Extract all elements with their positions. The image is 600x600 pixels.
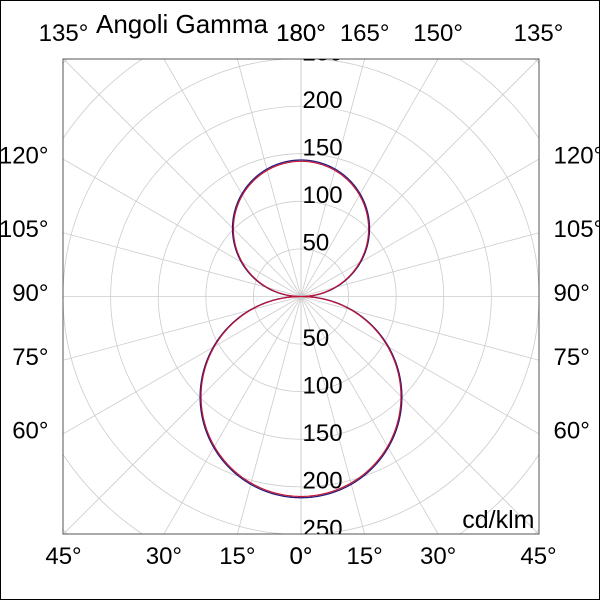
svg-text:105°: 105° bbox=[1, 216, 49, 243]
svg-text:60°: 60° bbox=[12, 417, 48, 444]
svg-text:60°: 60° bbox=[554, 417, 590, 444]
svg-text:90°: 90° bbox=[12, 280, 48, 307]
svg-text:250: 250 bbox=[303, 515, 343, 542]
svg-text:100: 100 bbox=[303, 373, 343, 400]
svg-text:90°: 90° bbox=[554, 280, 590, 307]
svg-text:15°: 15° bbox=[219, 543, 255, 570]
svg-text:75°: 75° bbox=[12, 344, 48, 371]
svg-text:45°: 45° bbox=[520, 543, 556, 570]
svg-text:180°: 180° bbox=[276, 20, 326, 47]
svg-text:120°: 120° bbox=[1, 143, 49, 170]
svg-text:165°: 165° bbox=[340, 20, 390, 47]
svg-text:75°: 75° bbox=[554, 344, 590, 371]
svg-text:150°: 150° bbox=[413, 20, 463, 47]
svg-text:50: 50 bbox=[303, 325, 330, 352]
svg-text:200: 200 bbox=[303, 468, 343, 495]
svg-text:150: 150 bbox=[303, 135, 343, 162]
svg-text:30°: 30° bbox=[420, 543, 456, 570]
svg-text:120°: 120° bbox=[554, 143, 600, 170]
svg-text:15°: 15° bbox=[346, 543, 382, 570]
svg-text:100: 100 bbox=[303, 182, 343, 209]
svg-text:135°: 135° bbox=[39, 20, 89, 47]
svg-text:200: 200 bbox=[303, 87, 343, 114]
svg-text:150: 150 bbox=[303, 420, 343, 447]
svg-text:105°: 105° bbox=[554, 216, 600, 243]
svg-text:Angoli Gamma: Angoli Gamma bbox=[96, 9, 268, 39]
svg-text:cd/klm: cd/klm bbox=[462, 506, 534, 534]
svg-text:50: 50 bbox=[303, 230, 330, 257]
svg-text:0°: 0° bbox=[290, 543, 313, 570]
svg-text:30°: 30° bbox=[146, 543, 182, 570]
svg-text:135°: 135° bbox=[514, 20, 564, 47]
svg-text:45°: 45° bbox=[45, 543, 81, 570]
